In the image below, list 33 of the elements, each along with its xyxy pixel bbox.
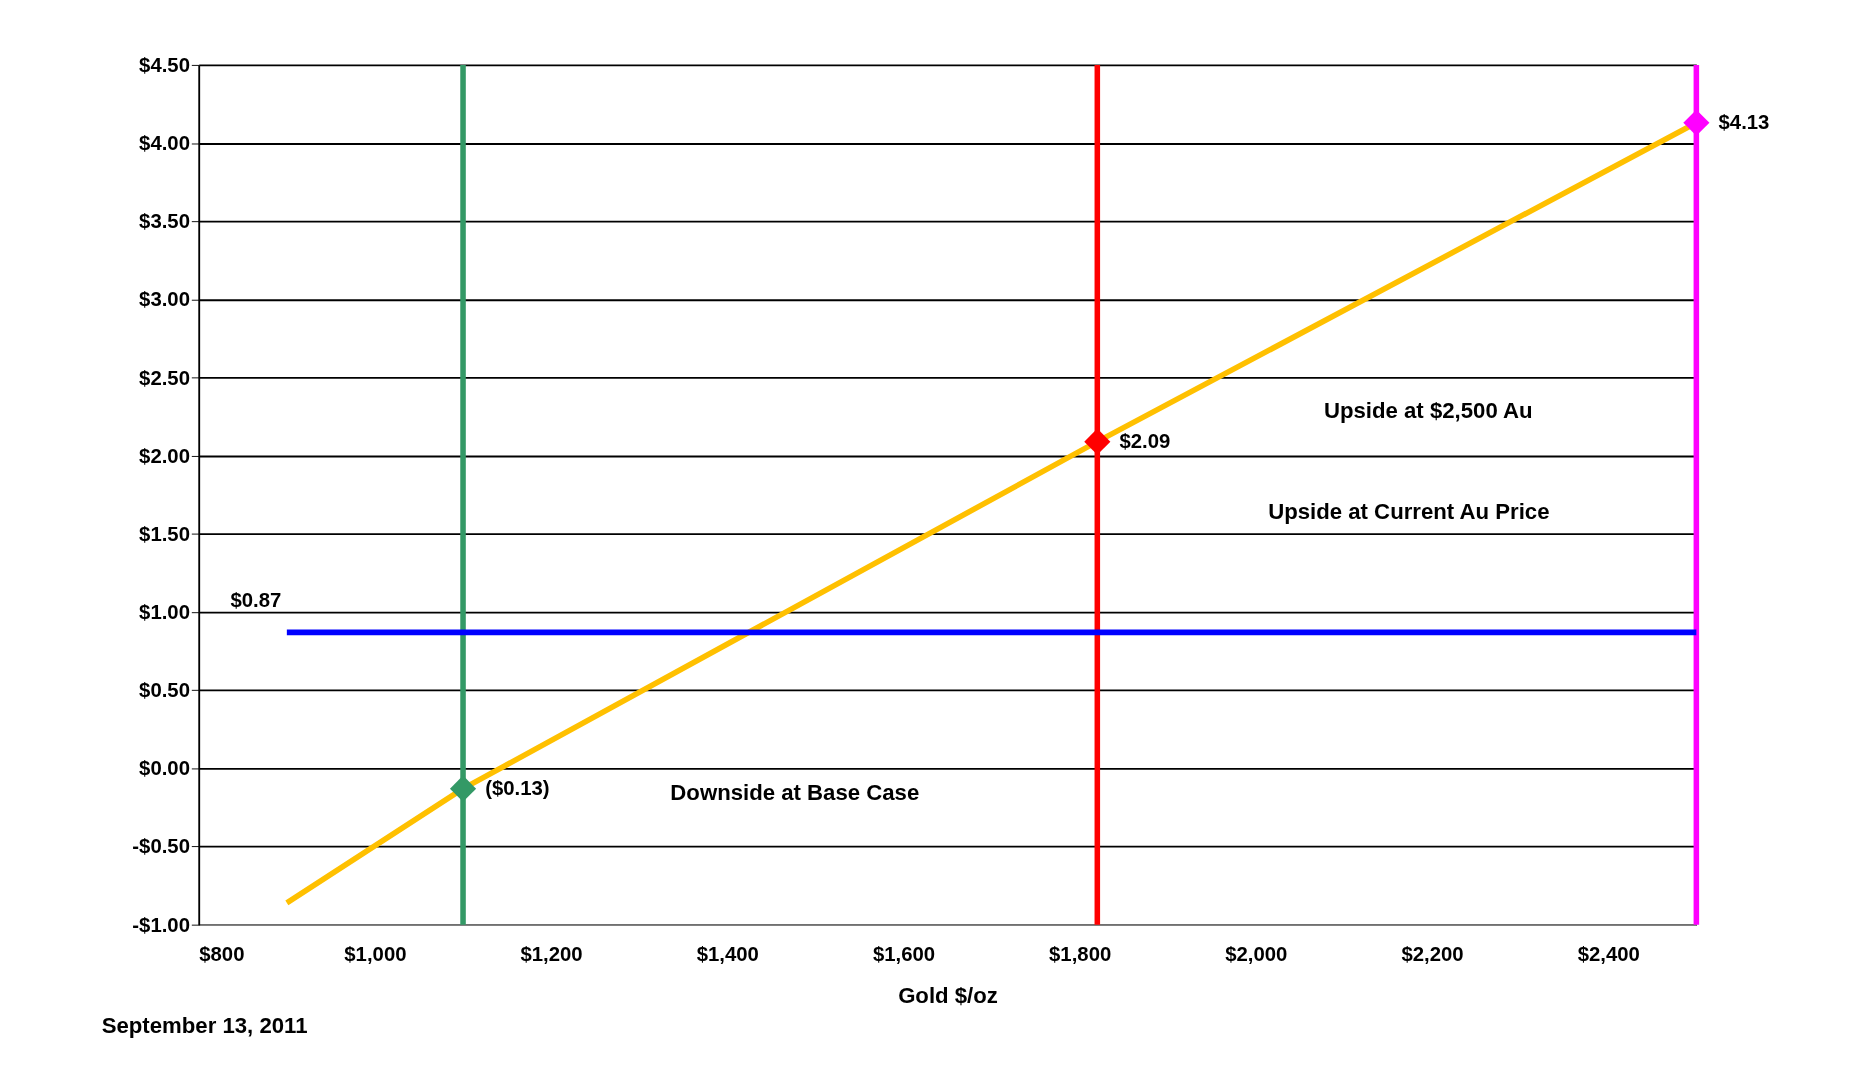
y-tick-label: $2.00 <box>139 444 190 467</box>
y-tick-label: $4.00 <box>139 132 190 155</box>
x-tick-label: $2,200 <box>1401 943 1464 966</box>
point <box>1084 428 1111 455</box>
y-tick-label: -$0.50 <box>132 835 190 858</box>
y-tick-label: $1.00 <box>139 600 190 623</box>
data-label: $4.13 <box>1718 111 1770 134</box>
x-tick-label: $800 <box>199 943 245 966</box>
y-tick-label: $3.50 <box>139 210 190 233</box>
annotation: Downside at Base Case <box>670 779 920 805</box>
point <box>449 775 477 802</box>
y-tick-label: $0.50 <box>139 679 190 702</box>
x-tick-label: $1,200 <box>520 943 583 966</box>
text: September 13, 2011 <box>101 1012 308 1038</box>
y-tick-label: $2.50 <box>139 366 190 389</box>
x-tick-label: $2,400 <box>1577 943 1640 966</box>
y-tick-label: $4.50 <box>139 53 190 76</box>
x-tick-label: $1,600 <box>872 943 936 966</box>
y-tick-label: $0.00 <box>139 757 190 780</box>
x-tick-label: $1,000 <box>344 943 407 966</box>
x-axis-title: Gold $/oz <box>898 982 998 1008</box>
data-label: ($0.13) <box>485 777 550 800</box>
y-tick-label: -$1.00 <box>132 913 190 936</box>
x-tick-label: $1,400 <box>696 943 759 966</box>
annotation: Upside at Current Au Price <box>1268 499 1550 525</box>
y-tick-label: $1.50 <box>139 522 190 545</box>
y-tick-label: $3.00 <box>139 288 190 311</box>
x-tick-label: $1,800 <box>1049 943 1112 966</box>
x-tick-label: $2,000 <box>1225 943 1288 966</box>
annotation: Upside at $2,500 Au <box>1323 397 1533 423</box>
data-label: $2.09 <box>1119 430 1171 453</box>
data-label: $0.87 <box>230 589 282 612</box>
point <box>1683 109 1710 136</box>
